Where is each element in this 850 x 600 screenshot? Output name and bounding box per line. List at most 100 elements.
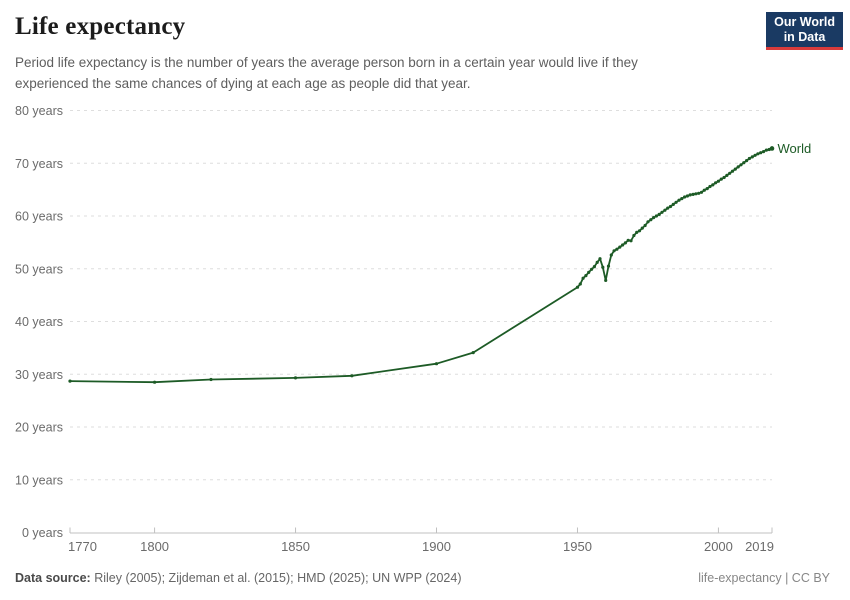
data-point — [637, 229, 642, 233]
data-point — [623, 241, 628, 245]
data-point — [652, 216, 656, 220]
data-point — [657, 212, 661, 216]
data-point — [730, 169, 735, 173]
x-axis — [69, 527, 773, 534]
data-point — [578, 282, 582, 286]
data-point — [697, 191, 701, 195]
series-points — [68, 146, 774, 384]
data-point — [626, 238, 630, 242]
data-point — [705, 187, 709, 191]
data-point — [761, 150, 766, 154]
y-tick-label: 70 years — [15, 157, 63, 171]
data-point — [581, 276, 585, 280]
data-point — [471, 351, 475, 355]
chart-subtitle-line2: experienced the same chances of dying at… — [15, 76, 471, 91]
y-tick-label: 10 years — [15, 473, 63, 487]
data-point — [68, 379, 72, 383]
data-point — [756, 152, 760, 156]
data-point — [606, 264, 611, 268]
data-point — [702, 188, 706, 192]
data-point — [640, 226, 644, 230]
data-point — [742, 161, 746, 165]
data-point — [725, 173, 729, 177]
data-point — [747, 156, 752, 161]
data-point — [350, 374, 354, 378]
y-axis-labels: 0 years 10 years 20 years 30 years 40 years 5… — [15, 104, 63, 540]
data-point — [759, 151, 763, 155]
data-point — [691, 192, 695, 196]
owid-logo-line2: in Data — [783, 30, 826, 44]
y-tick-label: 60 years — [15, 210, 63, 224]
data-point — [711, 183, 715, 187]
data-point — [601, 265, 605, 269]
data-point — [764, 148, 769, 152]
data-point — [736, 165, 740, 169]
data-point — [598, 257, 602, 261]
y-tick-label: 80 years — [15, 104, 63, 118]
data-point — [632, 233, 636, 238]
series-label-world: World — [778, 141, 812, 156]
chart-subtitle: Period life expectancy is the number of … — [15, 52, 638, 94]
data-point — [604, 278, 608, 282]
data-point — [685, 194, 690, 198]
data-point — [699, 190, 704, 194]
x-tick-label: 2000 — [704, 539, 733, 554]
data-source-label: Data source: — [15, 571, 91, 585]
data-point — [739, 163, 743, 167]
data-point — [714, 181, 718, 185]
y-gridlines — [70, 110, 772, 481]
data-point — [621, 243, 625, 247]
owid-logo-line1: Our World — [774, 15, 835, 29]
chart-footer: Data source: Riley (2005); Zijdeman et a… — [15, 571, 830, 585]
x-tick-label: 1770 — [68, 539, 97, 554]
data-point — [716, 179, 721, 183]
data-point — [677, 198, 681, 202]
owid-logo[interactable]: Our World in Data — [766, 12, 843, 50]
data-point — [680, 197, 684, 201]
y-tick-label: 20 years — [15, 421, 63, 435]
data-point — [722, 175, 726, 180]
data-point — [708, 184, 712, 189]
y-tick-label: 0 years — [22, 526, 63, 540]
data-point — [694, 192, 698, 196]
y-tick-label: 40 years — [15, 315, 63, 329]
data-point — [666, 206, 670, 210]
data-point — [688, 193, 692, 197]
data-point — [671, 202, 675, 206]
data-point — [609, 253, 613, 257]
data-point — [649, 218, 653, 222]
data-point — [654, 214, 659, 218]
page-title: Life expectancy — [15, 13, 186, 40]
data-point — [629, 239, 633, 243]
data-point — [683, 195, 687, 199]
data-point — [153, 380, 157, 384]
data-point — [592, 265, 597, 269]
x-tick-label: 2019 — [745, 539, 774, 554]
data-point — [643, 223, 647, 228]
data-source[interactable]: Data source: Riley (2005); Zijdeman et a… — [15, 571, 462, 585]
data-point — [646, 220, 650, 224]
data-point — [663, 208, 667, 212]
data-point — [719, 177, 723, 181]
data-point — [753, 153, 757, 157]
y-tick-label: 30 years — [15, 368, 63, 382]
data-point — [750, 155, 754, 159]
data-point — [590, 267, 594, 271]
data-point — [618, 245, 622, 249]
data-point — [745, 159, 749, 163]
data-point — [615, 247, 619, 251]
data-point — [587, 270, 591, 274]
data-point — [612, 249, 616, 253]
y-tick-label: 50 years — [15, 262, 63, 276]
series-endpoint — [769, 146, 775, 151]
chart-subtitle-line1: Period life expectancy is the number of … — [15, 55, 638, 70]
data-point — [575, 285, 580, 289]
x-tick-label: 1800 — [140, 539, 169, 554]
data-point — [293, 376, 298, 380]
data-point — [635, 230, 639, 234]
data-point — [209, 377, 213, 382]
footer-links[interactable]: life-expectancy | CC BY — [698, 571, 830, 585]
series-line-world[interactable] — [69, 147, 773, 384]
